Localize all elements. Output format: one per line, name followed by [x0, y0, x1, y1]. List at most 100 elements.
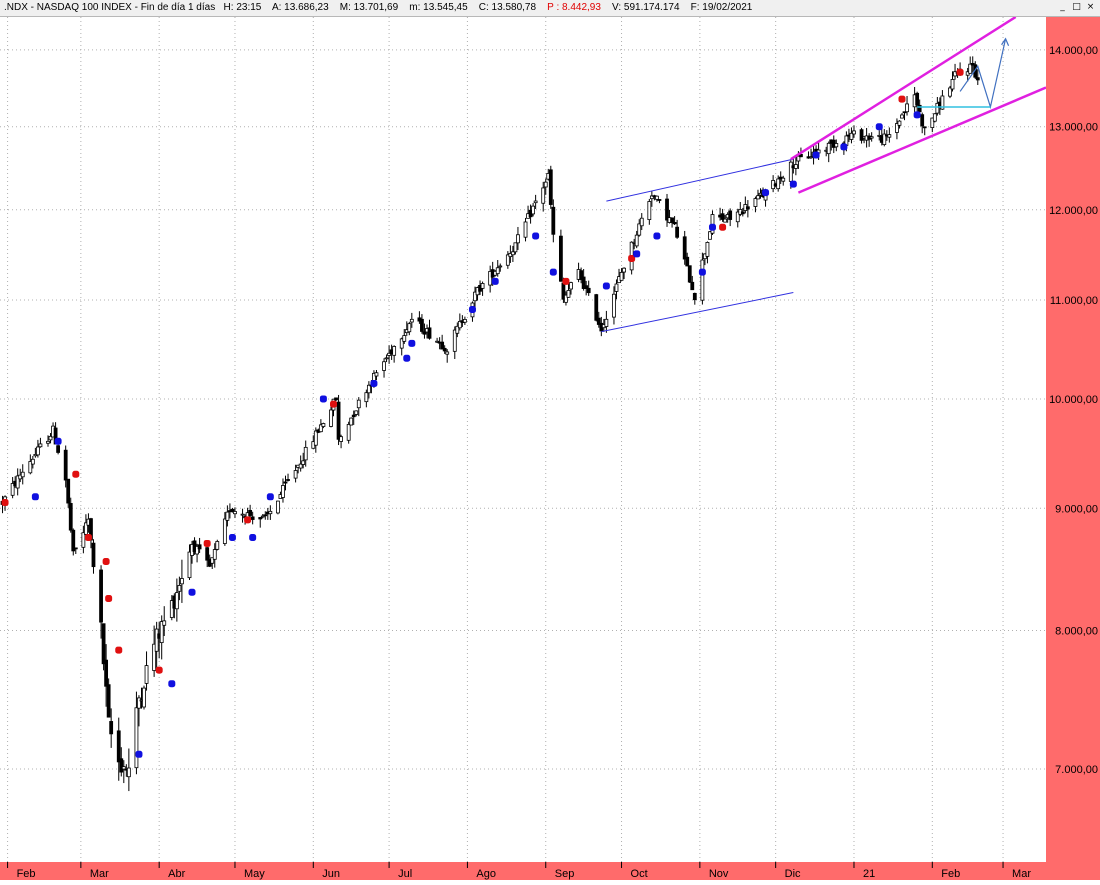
candle-body-down: [351, 414, 356, 418]
candle: [566, 282, 571, 298]
candle-body-down: [584, 285, 589, 289]
candle-body-down: [579, 270, 584, 280]
candle-body-up: [407, 323, 412, 333]
candle: [180, 559, 184, 603]
candle-body-up: [384, 357, 389, 360]
candle-body-up: [159, 621, 164, 644]
candle-body-up: [281, 485, 285, 498]
x-axis[interactable]: Feb Mar Abr May Jun Jul Ago Sep Oct Nov Dic 21 Feb Ma…: [0, 862, 1100, 880]
candle: [720, 208, 725, 222]
candle: [584, 280, 589, 296]
candle: [498, 263, 503, 272]
candle-body-up: [796, 155, 801, 162]
candle-body-down: [917, 104, 922, 113]
candle-body-up: [705, 242, 710, 257]
candle: [197, 537, 202, 553]
candle-body-up: [793, 164, 798, 169]
candle-body-up: [634, 234, 639, 247]
candle: [230, 507, 235, 513]
y-tick-label: 7.000,00: [1055, 764, 1098, 776]
candle-body-up: [523, 221, 528, 238]
candle: [975, 69, 980, 85]
candle: [735, 208, 740, 228]
candle: [488, 265, 493, 293]
signal-marker-red: [628, 254, 636, 262]
candle-body-down: [915, 92, 920, 106]
candle-body-up: [569, 282, 573, 290]
candle-body-down: [99, 569, 103, 623]
signal-marker-red: [330, 400, 338, 408]
candle: [614, 279, 619, 300]
candle-body-down: [920, 114, 925, 127]
candle-body-down: [91, 542, 96, 568]
candle: [142, 685, 146, 710]
candle: [809, 148, 813, 159]
x-tick-label: Mar: [1012, 868, 1031, 880]
candle-body-up: [948, 87, 952, 97]
candle: [462, 316, 467, 325]
signal-marker-blue: [135, 750, 143, 758]
candle: [293, 464, 298, 483]
close-button[interactable]: ×: [1086, 2, 1095, 12]
candle-body-down: [687, 265, 692, 283]
candle: [258, 517, 263, 528]
candle: [670, 217, 674, 228]
candle-body-up: [462, 319, 467, 323]
candle-body-up: [498, 265, 503, 268]
maximize-button[interactable]: □: [1072, 2, 1081, 12]
candle-body-up: [505, 254, 510, 266]
candle-body-up: [318, 424, 323, 433]
candle-body-up: [392, 346, 397, 356]
candle: [30, 455, 35, 469]
candle: [675, 219, 680, 239]
x-tick-label: Nov: [709, 868, 729, 880]
candle-body-down: [63, 449, 68, 481]
signal-marker-red: [105, 595, 113, 603]
candle-body-down: [336, 401, 341, 440]
candle: [970, 56, 975, 73]
candle-body-up: [612, 293, 616, 318]
candle-body-up: [900, 114, 904, 119]
candle-body-up: [776, 178, 781, 190]
signal-marker-blue: [468, 306, 476, 314]
x-axis-svg: Feb Mar Abr May Jun Jul Ago Sep Oct Nov Dic 21 Feb Ma…: [0, 862, 1100, 880]
candle-body-down: [970, 62, 975, 66]
candle: [205, 544, 210, 568]
candle-body-down: [596, 317, 601, 325]
candle: [303, 440, 308, 467]
candle: [402, 329, 407, 344]
candle-body-down: [690, 281, 695, 291]
candle: [968, 56, 973, 74]
y-axis[interactable]: 7.000,00 8.000,00 9.000,00 10.000,00 11.000,…: [1046, 17, 1100, 862]
minimize-button[interactable]: _: [1060, 2, 1065, 12]
candle: [435, 337, 439, 343]
candle-body-up: [240, 513, 245, 516]
signal-marker-blue: [698, 268, 706, 276]
candle-body-up: [809, 156, 813, 159]
candle: [687, 265, 692, 283]
candle: [121, 760, 126, 784]
candle: [657, 199, 662, 204]
x-tick-label: Jun: [322, 868, 340, 880]
candle-body-down: [675, 226, 680, 238]
candle: [649, 190, 654, 207]
signal-marker-red: [84, 533, 92, 541]
candle-body-down: [283, 481, 288, 484]
candle-body-down: [250, 516, 255, 520]
candle-body-down: [427, 327, 432, 339]
candle: [399, 337, 404, 356]
chart-plot-area[interactable]: [0, 15, 1047, 862]
candle-body-down: [548, 169, 553, 205]
candle-body-down: [56, 445, 61, 453]
candle: [407, 321, 412, 336]
candle: [321, 422, 326, 429]
candle: [222, 512, 227, 546]
candle-body-down: [665, 198, 669, 221]
candle: [382, 358, 386, 378]
candle: [364, 389, 369, 408]
candle: [510, 245, 515, 262]
candle-body-up: [887, 134, 892, 138]
candle-body-up: [700, 259, 705, 301]
candle: [930, 117, 935, 133]
candle: [922, 126, 927, 136]
